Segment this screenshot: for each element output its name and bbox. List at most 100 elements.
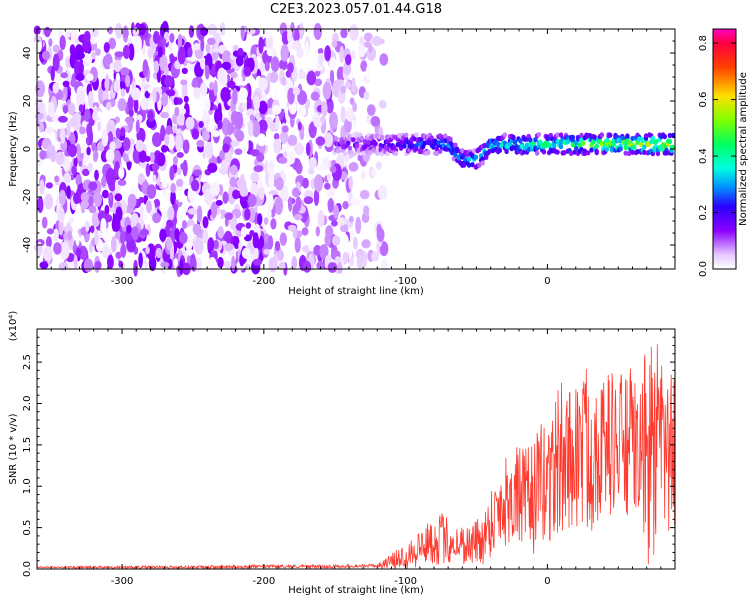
spectrogram-cell	[546, 142, 552, 148]
spectrogram-cell	[580, 140, 586, 146]
spectrogram-cell	[39, 150, 47, 160]
spectrogram-cell	[365, 65, 372, 80]
spectrogram-cell	[222, 191, 229, 204]
spectrogram-cell	[278, 59, 288, 71]
spectrogram-cell	[387, 142, 392, 148]
spectrogram-cell	[331, 220, 338, 227]
spectrogram-cell	[356, 254, 363, 269]
colorbar-tick-label: 0.0	[698, 261, 709, 277]
spectrogram-cell	[152, 132, 162, 148]
spectrogram-cell	[630, 135, 635, 142]
spectrogram-cell	[269, 71, 279, 83]
spectrogram-cell	[599, 141, 604, 147]
spectrogram-cell	[129, 138, 135, 145]
spectrogram-cell	[180, 163, 185, 170]
spectrogram-cell	[667, 138, 673, 145]
spectrogram-cell	[227, 80, 236, 88]
spectrogram-cell	[258, 36, 264, 54]
spectrogram-cell	[44, 26, 51, 38]
spectrogram-cell	[44, 193, 54, 210]
spectrogram-cell	[188, 25, 195, 38]
spectrogram-cell	[212, 51, 219, 61]
snr-series-line	[36, 344, 675, 571]
spectrogram-cell	[217, 256, 224, 269]
snr-scale-label: (x10⁴)	[8, 311, 19, 342]
spectrogram-cell	[502, 132, 508, 138]
spectrogram-cell	[570, 134, 576, 140]
spectrogram-cell	[536, 132, 542, 138]
spectrogram-cell	[453, 142, 458, 148]
spectrogram-cell	[240, 226, 247, 238]
spectrogram-cell	[95, 48, 101, 56]
spectrogram-cell	[82, 168, 90, 177]
spectrogram-cell	[324, 45, 331, 62]
spectrogram-cell	[277, 249, 285, 261]
spectrogram-cell	[146, 184, 157, 199]
spectrogram-cell	[146, 200, 152, 214]
spectrogram-cell	[340, 28, 348, 39]
spectrogram-cell	[153, 60, 159, 74]
spectrogram-cell	[371, 251, 380, 262]
spectrogram-cell	[368, 44, 373, 53]
spectrogram-cell	[327, 262, 338, 273]
spectrogram-x-ticks: -300 -200 -100 0	[50, 29, 662, 287]
spectrogram-cell	[268, 174, 275, 190]
spectrogram-cell	[138, 252, 143, 269]
spectrogram-cell	[153, 198, 161, 209]
spectrogram-cell	[234, 148, 243, 155]
spectrogram-cell	[60, 72, 69, 79]
x-tick-label: -100	[394, 576, 417, 587]
spectrogram-cell	[57, 207, 65, 224]
spectrogram-cell	[160, 261, 170, 268]
spectrogram-cell	[589, 147, 594, 153]
spectrogram-cell	[191, 179, 200, 192]
spectrogram-cell	[217, 120, 223, 130]
spectrogram-cell	[159, 228, 167, 242]
spectrogram-cell	[378, 99, 387, 109]
spectrogram-cell	[133, 259, 139, 277]
spectrogram-cell	[157, 46, 163, 58]
spectrogram-cell	[240, 25, 245, 41]
spectrogram-cell	[71, 165, 77, 176]
spectrogram-cell	[419, 149, 424, 155]
spectrogram-cell	[482, 142, 487, 149]
snr-trace	[36, 344, 675, 571]
spectrogram-cell	[379, 241, 389, 257]
spectrogram-cell	[574, 140, 579, 146]
spectrogram-cell	[329, 56, 337, 71]
spectrogram-cell	[315, 136, 326, 146]
spectrogram-cell	[348, 162, 359, 172]
spectrogram-cell	[349, 24, 359, 41]
spectrogram-cell	[52, 53, 60, 72]
spectrogram-cell	[541, 149, 547, 155]
spectrogram-cell	[623, 150, 628, 156]
spectrogram-cell	[267, 207, 272, 222]
spectrogram-cell	[360, 60, 368, 72]
spectrogram-cell	[173, 97, 179, 106]
spectrogram-cell	[322, 81, 332, 100]
spectrogram-cell	[115, 127, 121, 139]
spectrogram-cell	[356, 147, 361, 153]
spectrogram-cell	[317, 210, 325, 228]
spectrogram-cell	[293, 213, 303, 221]
y-tick-label: 2.5	[22, 354, 33, 370]
spectrogram-cell	[243, 135, 249, 153]
spectrogram-cell	[359, 189, 370, 200]
spectrogram-cell	[319, 244, 329, 260]
spectrogram-cell	[145, 163, 151, 177]
spectrogram-cell	[392, 134, 397, 140]
spectrogram-cell	[402, 143, 407, 149]
spectrogram-cell	[345, 107, 355, 122]
spectrogram-cell	[594, 143, 599, 149]
spectrogram-cell	[65, 70, 72, 83]
spectrogram-cell	[53, 231, 59, 242]
spectrogram-cell	[133, 97, 139, 113]
spectrogram-cell	[608, 132, 613, 138]
spectrogram-cell	[256, 133, 267, 147]
spectrogram-cell	[41, 216, 48, 229]
spectrogram-cell	[87, 162, 93, 172]
spectrogram-cell	[270, 56, 280, 73]
spectrogram-cell	[490, 148, 496, 154]
spectrogram-cell	[44, 126, 54, 134]
